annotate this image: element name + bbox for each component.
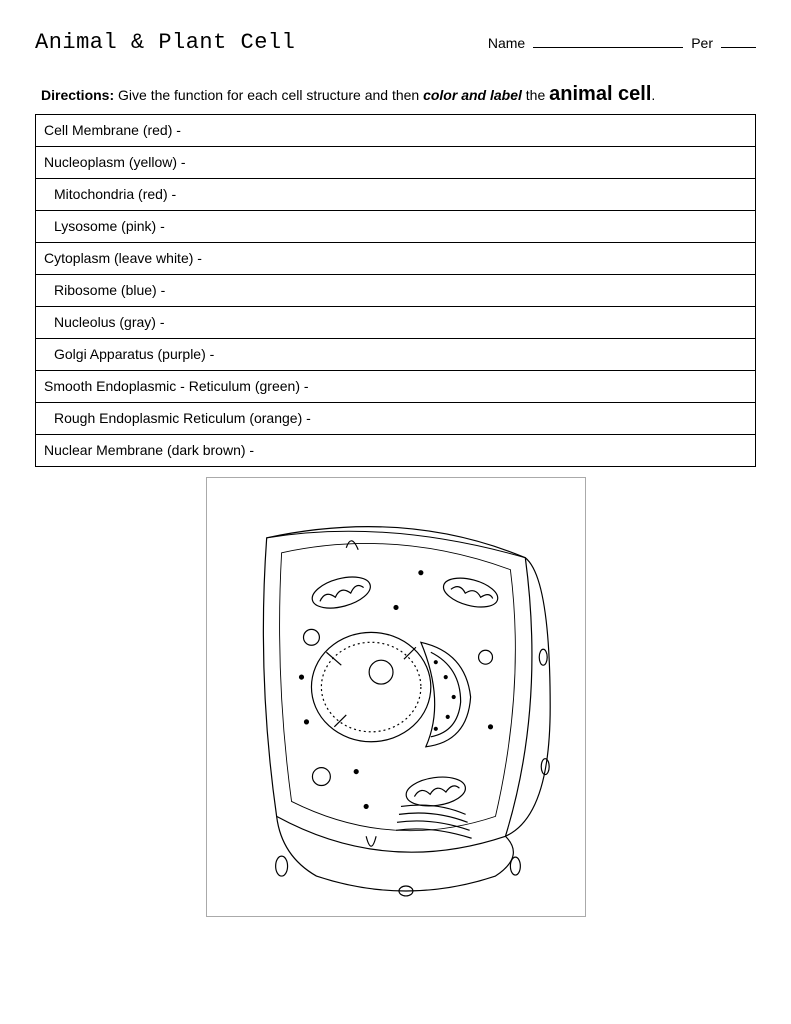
page-title: Animal & Plant Cell xyxy=(35,30,295,55)
header: Animal & Plant Cell Name Per xyxy=(35,30,756,55)
directions-body-1: Give the function for each cell structur… xyxy=(118,87,419,103)
directions-body-2: the xyxy=(526,87,545,103)
name-label: Name xyxy=(488,35,525,51)
worksheet-page: Animal & Plant Cell Name Per Directions:… xyxy=(0,0,791,947)
table-row[interactable]: Ribosome (blue) - xyxy=(36,275,755,307)
cell-svg xyxy=(207,478,585,916)
per-input-line[interactable] xyxy=(721,34,756,48)
table-row[interactable]: Smooth Endoplasmic - Reticulum (green) - xyxy=(36,371,755,403)
table-row[interactable]: Lysosome (pink) - xyxy=(36,211,755,243)
table-row[interactable]: Cell Membrane (red) - xyxy=(36,115,755,147)
table-row[interactable]: Mitochondria (red) - xyxy=(36,179,755,211)
structure-table: Cell Membrane (red) - Nucleoplasm (yello… xyxy=(35,114,756,467)
directions-italic: color and label xyxy=(423,87,522,103)
directions-emphasis: animal cell xyxy=(549,83,651,105)
directions-period: . xyxy=(651,87,655,103)
table-row[interactable]: Nucleolus (gray) - xyxy=(36,307,755,339)
directions-label: Directions: xyxy=(41,87,114,103)
table-row[interactable]: Cytoplasm (leave white) - xyxy=(36,243,755,275)
cell-diagram xyxy=(206,477,586,917)
table-row[interactable]: Nucleoplasm (yellow) - xyxy=(36,147,755,179)
name-input-line[interactable] xyxy=(533,34,683,48)
table-row[interactable]: Golgi Apparatus (purple) - xyxy=(36,339,755,371)
per-label: Per xyxy=(691,35,713,51)
table-row[interactable]: Nuclear Membrane (dark brown) - xyxy=(36,435,755,467)
directions-text: Directions: Give the function for each c… xyxy=(35,83,756,106)
name-per-fields: Name Per xyxy=(488,34,756,51)
diagram-container xyxy=(35,477,756,917)
table-row[interactable]: Rough Endoplasmic Reticulum (orange) - xyxy=(36,403,755,435)
